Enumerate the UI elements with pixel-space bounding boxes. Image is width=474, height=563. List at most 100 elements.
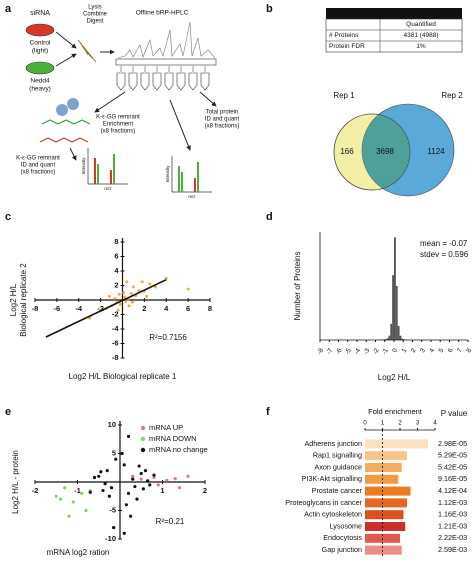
mz-label: m/z xyxy=(188,194,196,199)
point xyxy=(84,508,88,513)
point xyxy=(139,471,143,476)
y-tick-label: 10 xyxy=(108,420,116,429)
point xyxy=(131,474,135,478)
control-label: (light) xyxy=(32,48,48,55)
legend-marker xyxy=(140,447,146,453)
venn-outline xyxy=(333,113,411,191)
point xyxy=(137,289,141,293)
intensity-label: Intensity xyxy=(81,157,86,175)
mz-label: m/z xyxy=(104,186,112,191)
x-tick-label: 4 xyxy=(433,420,437,427)
x-tick-label: -8 xyxy=(32,304,39,313)
panel-label: b xyxy=(266,3,273,15)
point xyxy=(152,473,156,477)
remnant-label: K-ε-GG remnant xyxy=(16,156,60,162)
x-tick-label: 3 xyxy=(419,347,427,354)
spectrum-peak xyxy=(97,164,99,184)
point xyxy=(58,497,63,501)
point xyxy=(103,482,107,486)
hist-bar xyxy=(392,275,394,340)
total-label: (x8 fractions) xyxy=(205,124,240,130)
dish xyxy=(25,23,55,37)
x-tick-label: -4 xyxy=(353,347,362,356)
point xyxy=(127,304,131,308)
p-value: 1.21E-03 xyxy=(438,521,467,530)
point xyxy=(126,491,131,495)
x-tick-label: 1 xyxy=(401,347,409,354)
point xyxy=(117,292,121,296)
annotation: R²=0.7156 xyxy=(149,333,187,342)
arrow xyxy=(55,53,77,67)
y-axis-label: Biological replicate 2 xyxy=(19,263,28,337)
table-column: Quantified xyxy=(406,21,436,28)
p-value: 9.16E-05 xyxy=(438,474,467,483)
category-label: Actin cytoskeleton xyxy=(304,510,362,519)
hist-bar xyxy=(384,339,387,340)
hist-bar xyxy=(394,237,396,340)
point xyxy=(126,434,131,438)
point xyxy=(80,491,84,495)
dish xyxy=(25,61,55,75)
category-label: Endocytosis xyxy=(323,533,362,542)
remnant-label: ID and quant xyxy=(21,163,56,169)
category-label: Prostate cancer xyxy=(312,486,363,495)
table-cell: 1% xyxy=(416,43,426,50)
table-cell: Protein FDR xyxy=(329,43,365,50)
panel-label: c xyxy=(5,211,11,223)
point xyxy=(152,475,156,480)
category-label: Rap1 signalling xyxy=(313,451,362,460)
arrow xyxy=(169,99,191,151)
lysis-label: Digest xyxy=(86,19,103,25)
bar xyxy=(365,545,402,555)
point xyxy=(145,294,149,298)
x-axis-label: mRNA log2 ration xyxy=(47,548,110,557)
hist-bar xyxy=(397,325,400,340)
peptide-mesh xyxy=(85,51,89,56)
x-tick-label: 3 xyxy=(416,420,420,427)
point xyxy=(97,474,101,478)
point xyxy=(122,531,126,535)
point xyxy=(109,486,114,490)
x-tick-label: -5 xyxy=(344,347,353,356)
point xyxy=(173,476,177,481)
sirna-label: siRNA xyxy=(30,10,50,17)
x-tick-label: -1 xyxy=(381,347,390,356)
point xyxy=(67,514,71,518)
category-label: Lysosome xyxy=(330,521,363,530)
point xyxy=(130,300,134,304)
x-tick-label: -8 xyxy=(316,347,325,356)
venn-overlap xyxy=(362,114,410,190)
y-tick-label: -10 xyxy=(105,534,116,543)
point xyxy=(148,483,152,487)
point xyxy=(141,487,145,491)
venn-count: 1124 xyxy=(427,147,445,156)
ubiquitin xyxy=(56,104,68,116)
point xyxy=(114,457,118,461)
x-tick-label: -2 xyxy=(97,304,104,313)
annotation: R²=0.21 xyxy=(156,517,185,526)
bar xyxy=(365,486,411,496)
category-label: Gap junction xyxy=(322,545,362,554)
tube xyxy=(188,72,198,91)
x-tick-label: 2 xyxy=(398,420,402,427)
point xyxy=(123,295,127,299)
x-tick-label: 1 xyxy=(160,486,164,495)
bar xyxy=(365,522,406,531)
x-tick-label: 7 xyxy=(456,347,464,354)
point xyxy=(143,469,148,473)
y-tick-label: 4 xyxy=(114,266,119,275)
x-tick-label: 1 xyxy=(381,420,385,427)
point xyxy=(112,526,116,530)
point xyxy=(135,497,139,501)
venn-label: Rep 2 xyxy=(441,91,463,100)
point xyxy=(113,297,117,301)
spectrum-peak xyxy=(110,170,112,184)
point xyxy=(118,302,122,306)
fraction-bar xyxy=(115,58,217,66)
bar xyxy=(365,474,399,484)
y-tick-label: 2 xyxy=(114,280,118,289)
y-tick-label: -4 xyxy=(112,324,119,333)
tube xyxy=(140,72,150,91)
bar xyxy=(365,439,428,449)
legend-marker xyxy=(140,436,146,442)
